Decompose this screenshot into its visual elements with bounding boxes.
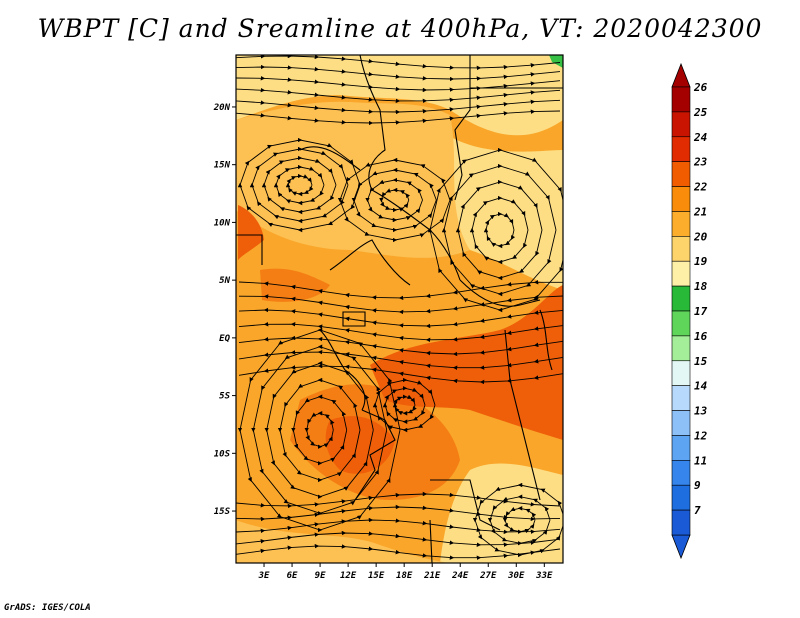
colorbar-arrow [671,534,691,560]
grads-credit: GrADS: IGES/COLA [4,603,91,613]
lat-label: 10S [214,449,231,459]
lat-label: 5N [219,276,230,286]
map-frame [235,54,564,564]
colorbar-label: 14 [694,380,708,393]
latitude-axis: 20N 15N 10N 5N EQ 5S 10S 15S [213,103,236,517]
streamline [237,137,361,233]
longitude-axis: 3E 6E 9E 12E 15E 18E 21E 24E 27E 30E 33E [258,563,553,581]
colorbar-label: 22 [693,181,708,194]
lon-label: 12E [340,571,357,581]
lat-label: 15S [214,507,231,517]
colorbar-swatch [671,285,691,312]
streamline [236,504,561,522]
streamline [236,543,561,561]
colorbar-label: 26 [693,81,708,94]
colorbar-swatch [671,385,691,411]
colorbar-swatch [671,410,691,436]
colorbar-swatch [671,484,691,511]
colorbar-label: 11 [694,454,707,467]
colorbar-label: 15 [694,355,708,368]
streamline [238,363,563,385]
colorbar-swatch [671,509,691,536]
colorbar-label: 7 [694,504,701,517]
colorbar-label: 12 [694,429,708,442]
lat-label: 20N [213,103,231,113]
country-borders [236,55,563,563]
map-title: WBPT [C] and Sreamline at 400hPa, VT: 20… [37,14,763,43]
colorbar-swatch [671,236,691,262]
field-region-green [549,55,563,68]
colorbar-swatch [671,161,691,187]
colorbar-swatch [671,186,691,212]
streamline [236,109,561,126]
streamline [337,157,451,243]
colorbar-swatch [671,310,691,337]
lon-label: 24E [451,571,469,581]
colorbar: 26 25 24 23 22 21 20 19 18 17 16 15 14 13 12 11 9 7 [671,62,708,560]
colorbar-arrow [671,62,691,88]
colorbar-label: 24 [693,131,708,144]
colorbar-swatch [671,86,691,113]
colorbar-label: 16 [694,330,708,343]
lat-label: EQ [219,334,230,344]
colorbar-swatch [671,136,691,162]
streamlines [236,55,563,561]
colorbar-swatch [671,111,691,138]
colorbar-label: 19 [694,255,708,268]
colorbar-swatch [671,360,691,386]
wbpt-field [236,55,563,563]
lon-label: 3E [258,571,270,581]
lon-label: 30E [507,571,525,581]
lon-label: 6E [287,571,298,581]
lon-label: 9E [315,571,326,581]
colorbar-swatch [671,211,691,237]
colorbar-label: 23 [693,156,708,169]
colorbar-swatch [671,435,691,461]
lat-label: 10N [214,218,231,228]
lon-label: 21E [423,571,441,581]
colorbar-label: 17 [694,305,708,318]
lat-label: 15N [214,161,231,171]
colorbar-swatch [671,460,691,486]
colorbar-swatch [671,260,691,287]
lon-label: 33E [535,571,553,581]
colorbar-label: 9 [694,479,701,492]
colorbar-label: 13 [694,405,708,418]
lon-label: 18E [396,571,413,581]
lat-label: 5S [219,392,230,402]
lon-label: 27E [479,571,497,581]
lon-label: 15E [368,571,385,581]
colorbar-swatch [671,335,691,362]
colorbar-label: 20 [693,230,708,243]
colorbar-label: 18 [694,280,708,293]
colorbar-label: 25 [693,106,708,119]
colorbar-label: 21 [693,205,707,218]
